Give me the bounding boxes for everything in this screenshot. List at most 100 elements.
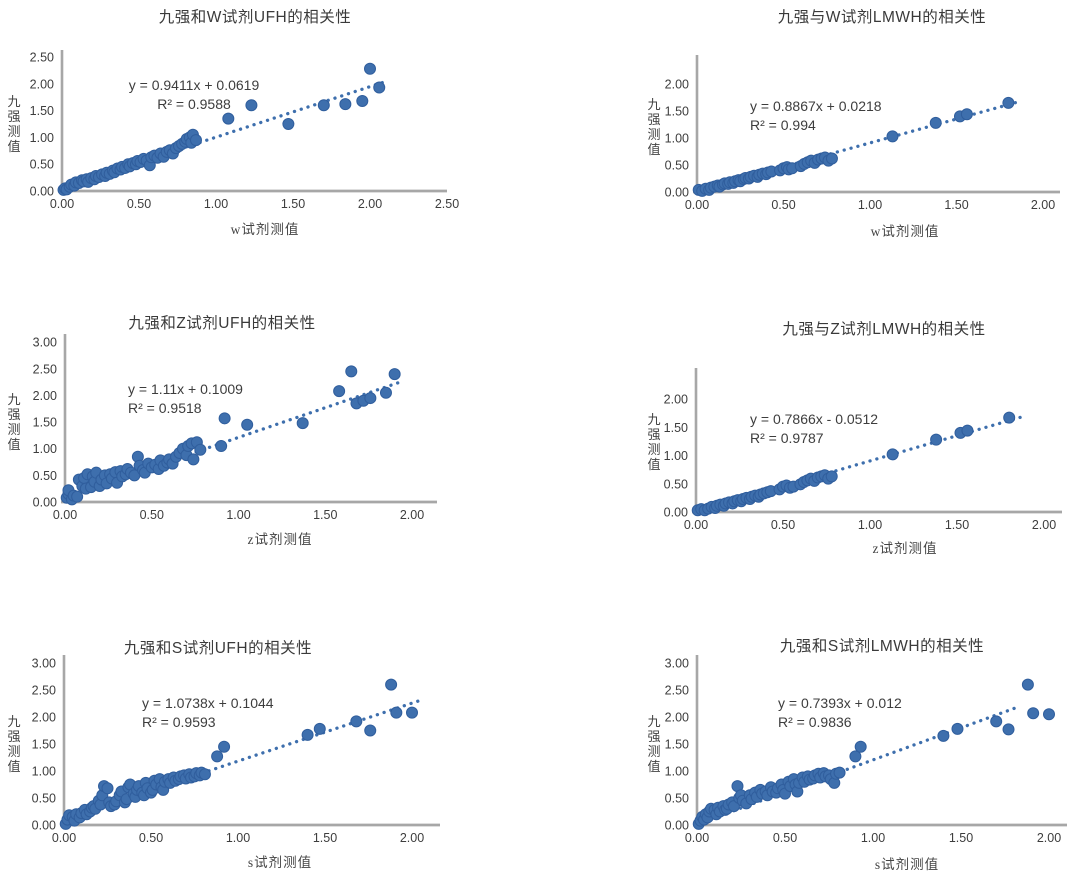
svg-text:0.50: 0.50 (665, 159, 689, 173)
svg-text:1.00: 1.00 (664, 449, 688, 463)
svg-text:0.00: 0.00 (665, 186, 689, 200)
r-squared-text: R² = 0.9518 (128, 400, 202, 416)
chart-lmwh-z: 九强与Z试剂LMWH的相关性 九强测值 y = 0.7866x - 0.0512… (620, 300, 1080, 560)
y-axis-label: 九强测值 (647, 97, 661, 157)
svg-text:0.00: 0.00 (665, 819, 689, 833)
y-axis-label: 九强测值 (647, 714, 661, 774)
equation-text: y = 1.11x + 0.1009 (128, 381, 243, 397)
svg-text:0.50: 0.50 (127, 197, 151, 211)
svg-text:2.50: 2.50 (32, 684, 56, 698)
svg-text:2.00: 2.00 (1031, 198, 1055, 212)
svg-text:0.00: 0.00 (30, 185, 54, 199)
x-axis-label: s试剂测值 (874, 857, 940, 871)
svg-text:2.00: 2.00 (30, 77, 54, 91)
scatter-plot: 0.00 0.50 1.00 1.50 2.00 0.00 0.50 1.00 1.50 2.00… (33, 334, 437, 522)
equation-text: y = 1.0738x + 0.1044 (142, 695, 274, 711)
svg-text:0.00: 0.00 (52, 831, 76, 845)
svg-text:0.00: 0.00 (684, 518, 708, 532)
equation-text: y = 0.7866x - 0.0512 (750, 411, 879, 427)
chart-ufh-z: 九强和Z试剂UFH的相关性 九强测值 y = 1.11x + 0.1009 R²… (0, 300, 460, 560)
scatter-plot: 0.00 0.50 1.00 1.50 2.00 0.00 0.50 1.00 1.50 2.00 (665, 55, 1060, 212)
svg-text:0.50: 0.50 (665, 792, 689, 806)
x-axis-label: z试剂测值 (872, 541, 938, 556)
scatter-plot: 0.00 0.50 1.00 1.50 2.00 2.50 0.00 0.50 1.00 1.50… (30, 50, 459, 211)
trendline-annotation: y = 0.7866x - 0.0512 R² = 0.9787 (750, 410, 930, 448)
svg-text:1.50: 1.50 (33, 416, 57, 430)
svg-text:0.50: 0.50 (32, 792, 56, 806)
svg-text:1.00: 1.00 (665, 132, 689, 146)
x-axis-label: s试剂测值 (247, 855, 313, 870)
svg-text:2.50: 2.50 (33, 362, 57, 376)
svg-text:0.00: 0.00 (685, 831, 709, 845)
y-axis-label: 九强测值 (7, 94, 21, 154)
svg-text:0.00: 0.00 (50, 197, 74, 211)
svg-text:1.50: 1.50 (665, 105, 689, 119)
chart-title: 九强和S试剂UFH的相关性 (123, 640, 313, 657)
x-axis-label: z试剂测值 (247, 532, 313, 547)
svg-text:2.00: 2.00 (1032, 518, 1056, 532)
chart-lmwh-s: 九强和S试剂LMWH的相关性 九强测值 y = 0.7393x + 0.012 … (620, 610, 1080, 871)
svg-text:2.50: 2.50 (435, 197, 459, 211)
equation-text: y = 0.9411x + 0.0619 (128, 77, 260, 93)
svg-text:1.00: 1.00 (32, 765, 56, 779)
svg-text:0.50: 0.50 (664, 477, 688, 491)
chart-title: 九强和S试剂LMWH的相关性 (779, 638, 985, 655)
trendline-annotation: y = 0.8867x + 0.0218 R² = 0.994 (750, 97, 920, 135)
r-squared-text: R² = 0.994 (750, 117, 816, 133)
chart-title: 九强与W试剂LMWH的相关性 (777, 9, 987, 26)
svg-text:1.50: 1.50 (945, 518, 969, 532)
scatter-plot: 0.00 0.50 1.00 1.50 2.00 0.00 0.50 1.00 1.50 2.00… (32, 655, 440, 845)
svg-text:0.50: 0.50 (140, 508, 164, 522)
svg-text:1.00: 1.00 (33, 442, 57, 456)
svg-text:0.00: 0.00 (32, 819, 56, 833)
svg-text:2.00: 2.00 (665, 711, 689, 725)
svg-text:2.00: 2.00 (358, 197, 382, 211)
svg-text:1.00: 1.00 (204, 197, 228, 211)
svg-text:0.00: 0.00 (33, 496, 57, 510)
svg-text:1.50: 1.50 (313, 831, 337, 845)
svg-text:0.00: 0.00 (664, 506, 688, 520)
svg-text:1.50: 1.50 (665, 738, 689, 752)
svg-text:1.00: 1.00 (30, 131, 54, 145)
chart-lmwh-w: 九强与W试剂LMWH的相关性 九强测值 y = 0.8867x + 0.0218… (620, 0, 1080, 250)
svg-text:0.50: 0.50 (139, 831, 163, 845)
svg-text:2.00: 2.00 (664, 393, 688, 407)
scatter-plot: 0.00 0.50 1.00 1.50 2.00 0.00 0.50 1.00 1.50 2.00… (665, 655, 1067, 845)
equation-text: y = 0.8867x + 0.0218 (750, 98, 882, 114)
svg-text:0.50: 0.50 (771, 198, 795, 212)
trendline-annotation: y = 0.9411x + 0.0619 R² = 0.9588 (118, 76, 270, 114)
trendline-annotation: y = 1.11x + 0.1009 R² = 0.9518 (128, 380, 298, 418)
svg-text:2.00: 2.00 (1037, 831, 1061, 845)
svg-text:1.50: 1.50 (664, 421, 688, 435)
svg-text:0.50: 0.50 (30, 158, 54, 172)
svg-text:0.50: 0.50 (771, 518, 795, 532)
svg-text:3.00: 3.00 (33, 336, 57, 350)
r-squared-text: R² = 0.9787 (750, 430, 824, 446)
r-squared-text: R² = 0.9593 (142, 714, 216, 730)
scatter-plot: 0.00 0.50 1.00 1.50 2.00 0.00 0.50 1.00 1.50 2.00 (664, 368, 1062, 532)
svg-text:0.50: 0.50 (773, 831, 797, 845)
svg-text:0.00: 0.00 (685, 198, 709, 212)
equation-text: y = 0.7393x + 0.012 (778, 695, 902, 711)
svg-text:1.50: 1.50 (949, 831, 973, 845)
svg-text:1.00: 1.00 (861, 831, 885, 845)
svg-text:1.50: 1.50 (30, 104, 54, 118)
x-axis-label: w试剂测值 (230, 222, 300, 237)
svg-text:2.00: 2.00 (32, 711, 56, 725)
svg-text:2.00: 2.00 (400, 508, 424, 522)
y-axis-label: 九强测值 (7, 714, 21, 774)
svg-text:1.00: 1.00 (858, 518, 882, 532)
svg-text:3.00: 3.00 (32, 657, 56, 671)
chart-ufh-w: 九强和W试剂UFH的相关性 九强测值 y = 0.9411x + 0.0619 … (0, 0, 460, 250)
trendline-annotation: y = 0.7393x + 0.012 R² = 0.9836 (778, 694, 948, 732)
trendline-annotation: y = 1.0738x + 0.1044 R² = 0.9593 (142, 694, 322, 732)
svg-text:2.00: 2.00 (400, 831, 424, 845)
svg-text:3.00: 3.00 (665, 657, 689, 671)
svg-text:0.00: 0.00 (53, 508, 77, 522)
svg-text:1.50: 1.50 (944, 198, 968, 212)
x-axis-label: w试剂测值 (870, 224, 940, 239)
svg-text:2.50: 2.50 (30, 51, 54, 65)
chart-title: 九强和Z试剂UFH的相关性 (128, 315, 316, 332)
svg-text:2.50: 2.50 (665, 684, 689, 698)
svg-text:2.00: 2.00 (33, 389, 57, 403)
